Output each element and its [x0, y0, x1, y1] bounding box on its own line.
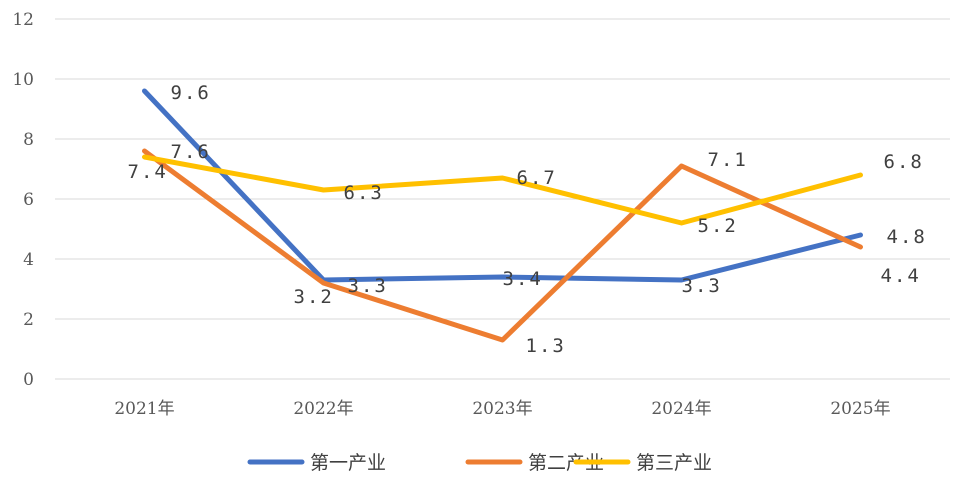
- y-tick-label: 8: [23, 130, 34, 150]
- y-tick-label: 6: [23, 190, 34, 210]
- data-label: 1.3: [526, 335, 566, 357]
- legend-label: 第二产业: [528, 452, 604, 474]
- legend-label: 第三产业: [636, 452, 712, 474]
- data-label: 3.3: [682, 275, 722, 297]
- x-tick-label: 2021年: [114, 399, 174, 419]
- data-label: 7.6: [171, 141, 211, 163]
- gridlines: [55, 18, 950, 380]
- y-tick-label: 12: [12, 10, 34, 30]
- legend-label: 第一产业: [310, 452, 386, 474]
- y-tick-label: 4: [23, 250, 34, 270]
- data-label: 9.6: [171, 82, 211, 104]
- y-axis-ticks: 0 2 4 6 8 10 12: [12, 10, 34, 390]
- data-label: 7.4: [128, 161, 168, 183]
- x-tick-label: 2023年: [472, 399, 532, 419]
- series-line-3: [142, 154, 863, 226]
- data-label: 4.8: [887, 226, 927, 248]
- data-label: 6.8: [884, 151, 924, 173]
- x-axis-ticks: 2021年 2022年 2023年 2024年 2025年: [114, 399, 890, 419]
- series-line-2: [142, 148, 863, 343]
- x-tick-label: 2025年: [830, 399, 890, 419]
- data-label: 6.7: [517, 167, 557, 189]
- x-tick-label: 2022年: [293, 399, 353, 419]
- y-tick-label: 2: [23, 310, 34, 330]
- x-tick-label: 2024年: [651, 399, 711, 419]
- data-label: 7.1: [708, 149, 748, 171]
- data-label: 3.2: [294, 286, 334, 308]
- data-label: 6.3: [344, 182, 384, 204]
- y-tick-label: 10: [12, 70, 34, 90]
- data-label: 4.4: [881, 265, 921, 287]
- data-label: 5.2: [698, 215, 738, 237]
- data-label: 3.3: [348, 275, 388, 297]
- legend: 第一产业 第二产业 第三产业: [247, 452, 712, 474]
- y-tick-label: 0: [23, 370, 34, 390]
- data-label: 3.4: [503, 268, 543, 290]
- data-labels: 9.6 3.3 3.4 3.3 4.8 7.6 3.2 1.3 7.1 4.4 7.4 6.3 6.7 5…: [128, 82, 927, 357]
- series-line-1: [142, 88, 863, 283]
- series-lines: [142, 88, 863, 343]
